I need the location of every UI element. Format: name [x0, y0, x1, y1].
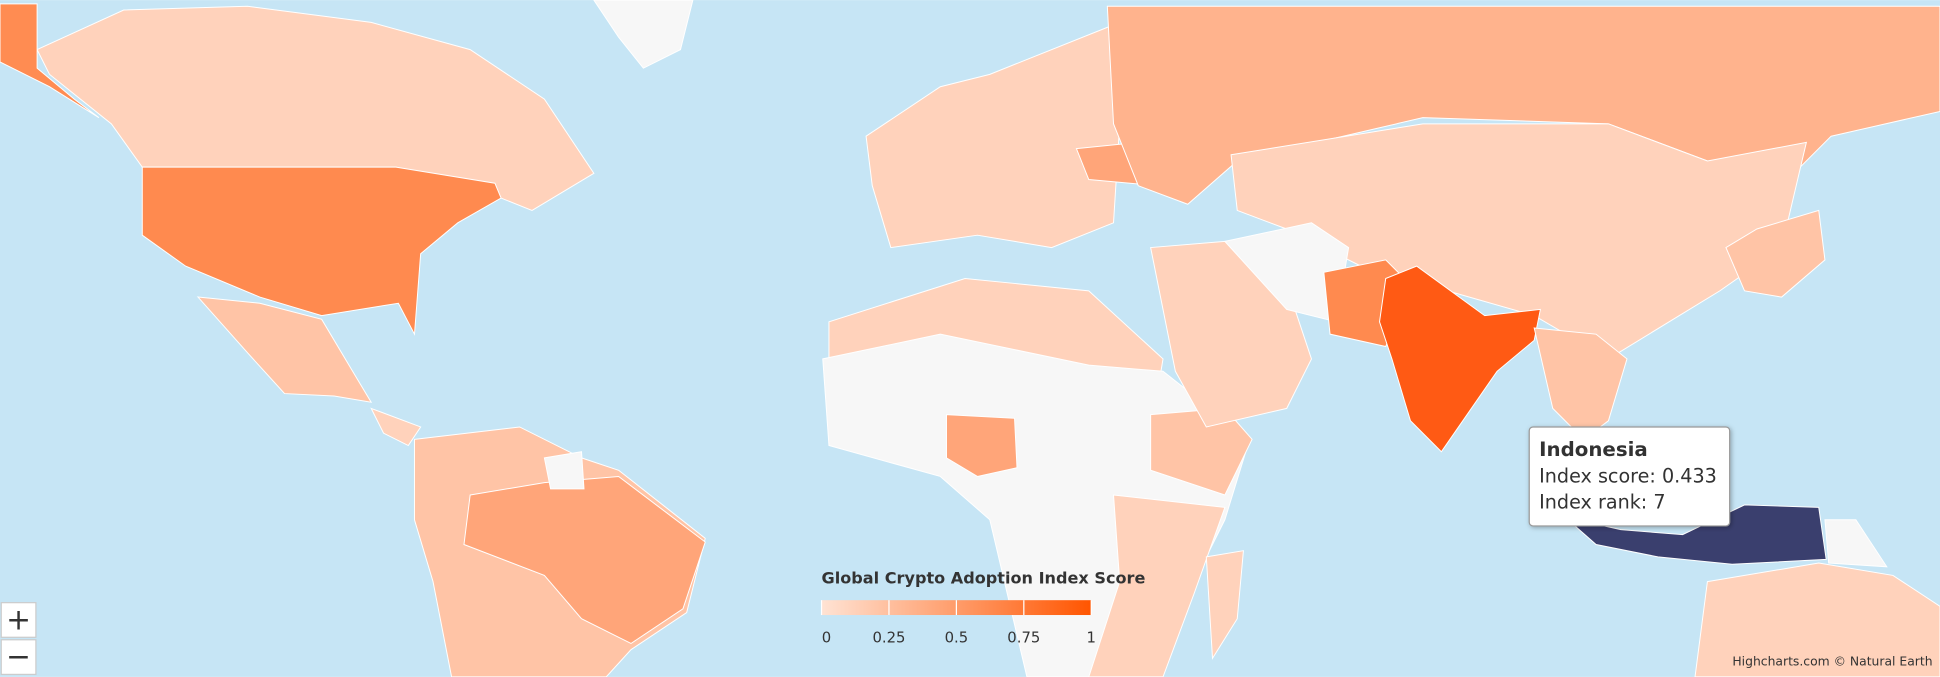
country[interactable] — [141, 166, 502, 336]
country[interactable] — [0, 3, 100, 119]
legend-tick-label: 0.25 — [872, 630, 905, 647]
legend-tick-label: 0 — [822, 630, 831, 647]
legend-tick-label: 0.5 — [945, 630, 969, 647]
tooltip-value: 7 — [1653, 490, 1665, 513]
tooltip-value: 0.433 — [1662, 464, 1717, 487]
country[interactable] — [1533, 327, 1628, 440]
country[interactable] — [1205, 550, 1244, 660]
zoom-out-button[interactable] — [0, 639, 37, 676]
zoom-out-label[interactable]: − — [6, 640, 31, 675]
country[interactable] — [593, 0, 694, 69]
credits[interactable]: Highcharts.com © Natural Earth — [1732, 655, 1932, 669]
legend-tick-label: 1 — [1087, 630, 1096, 647]
country[interactable] — [543, 451, 585, 490]
zoom-in-label[interactable]: + — [6, 602, 31, 637]
country-highlighted[interactable] — [1564, 504, 1827, 565]
country[interactable] — [945, 414, 1018, 477]
legend: Global Crypto Adoption Index Score 0 0.25… — [820, 569, 1146, 647]
country[interactable] — [1379, 265, 1541, 453]
country[interactable] — [865, 24, 1121, 249]
country[interactable] — [36, 5, 595, 211]
tooltip-label: Index rank: — [1539, 490, 1647, 513]
tooltip-row: Index rank: 7 — [1539, 490, 1665, 513]
tooltip: Indonesia Index score: 0.433 Index rank:… — [1528, 426, 1731, 527]
tooltip-box — [1528, 426, 1731, 527]
legend-tick-label: 0.75 — [1007, 630, 1040, 647]
country[interactable] — [370, 407, 422, 447]
zoom-controls: + − — [0, 602, 37, 676]
country[interactable] — [196, 296, 373, 403]
tooltip-title: Indonesia — [1539, 438, 1648, 461]
country[interactable] — [1824, 519, 1888, 568]
zoom-in-button[interactable] — [0, 602, 37, 638]
tooltip-row: Index score: 0.433 — [1539, 464, 1717, 487]
legend-title: Global Crypto Adoption Index Score — [822, 569, 1146, 588]
country[interactable] — [1725, 209, 1826, 298]
tooltip-label: Index score: — [1539, 464, 1656, 487]
